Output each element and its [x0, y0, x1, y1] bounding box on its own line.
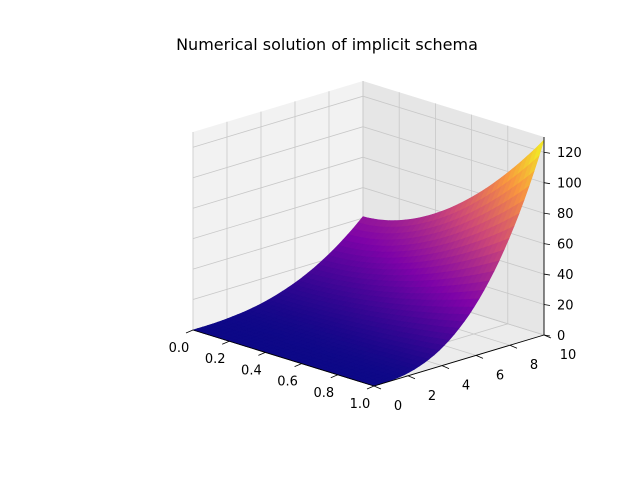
y-tick-label: 10	[560, 348, 577, 363]
x-axis-line	[192, 329, 375, 387]
x-tick-mark	[294, 363, 302, 367]
y-tick-mark	[475, 355, 484, 359]
x-tick-label: 0.8	[313, 386, 334, 401]
x-tick-label: 0.6	[277, 375, 298, 390]
y-tick-mark	[441, 365, 450, 369]
z-tick-mark	[543, 304, 551, 306]
z-tick-mark	[543, 273, 551, 276]
z-tick-label: 80	[557, 207, 574, 222]
y-tick-mark	[373, 385, 382, 390]
grid-line-z	[192, 95, 545, 153]
z-tick-mark	[543, 182, 551, 185]
x-tick-label: 1.0	[350, 397, 371, 412]
y-tick-label: 0	[394, 399, 402, 414]
z-tick-label: 100	[557, 177, 582, 192]
x-tick-label: 0.0	[169, 341, 190, 356]
z-tick-label: 20	[557, 299, 574, 314]
x-tick-label: 0.4	[241, 363, 262, 378]
y-tick-label: 6	[496, 368, 504, 383]
y-tick-mark	[509, 344, 518, 349]
z-tick-label: 0	[557, 329, 565, 344]
x-tick-mark	[222, 340, 230, 345]
z-tick-label: 40	[557, 268, 574, 283]
tick-marks	[185, 151, 552, 390]
z-tick-mark	[543, 151, 551, 154]
x-tick-mark	[258, 352, 266, 356]
axis-lines	[192, 137, 545, 387]
z-tick-mark	[543, 212, 551, 215]
surface-plot	[191, 139, 545, 387]
z-tick-mark	[543, 334, 551, 337]
chart-title: Numerical solution of implicit schema	[176, 35, 478, 54]
y-tick-mark	[407, 375, 416, 380]
grid-line-z	[192, 126, 545, 184]
y-tick-label: 8	[530, 358, 538, 373]
z-tick-label: 60	[557, 238, 574, 253]
x-tick-label: 0.2	[205, 352, 226, 367]
z-tick-label: 120	[557, 146, 582, 161]
y-tick-label: 4	[462, 379, 470, 394]
x-tick-mark	[366, 385, 375, 390]
x-tick-mark	[185, 329, 194, 334]
z-tick-mark	[543, 243, 551, 246]
y-axis-line	[373, 334, 545, 387]
y-tick-label: 2	[428, 389, 436, 404]
x-tick-mark	[330, 374, 338, 379]
